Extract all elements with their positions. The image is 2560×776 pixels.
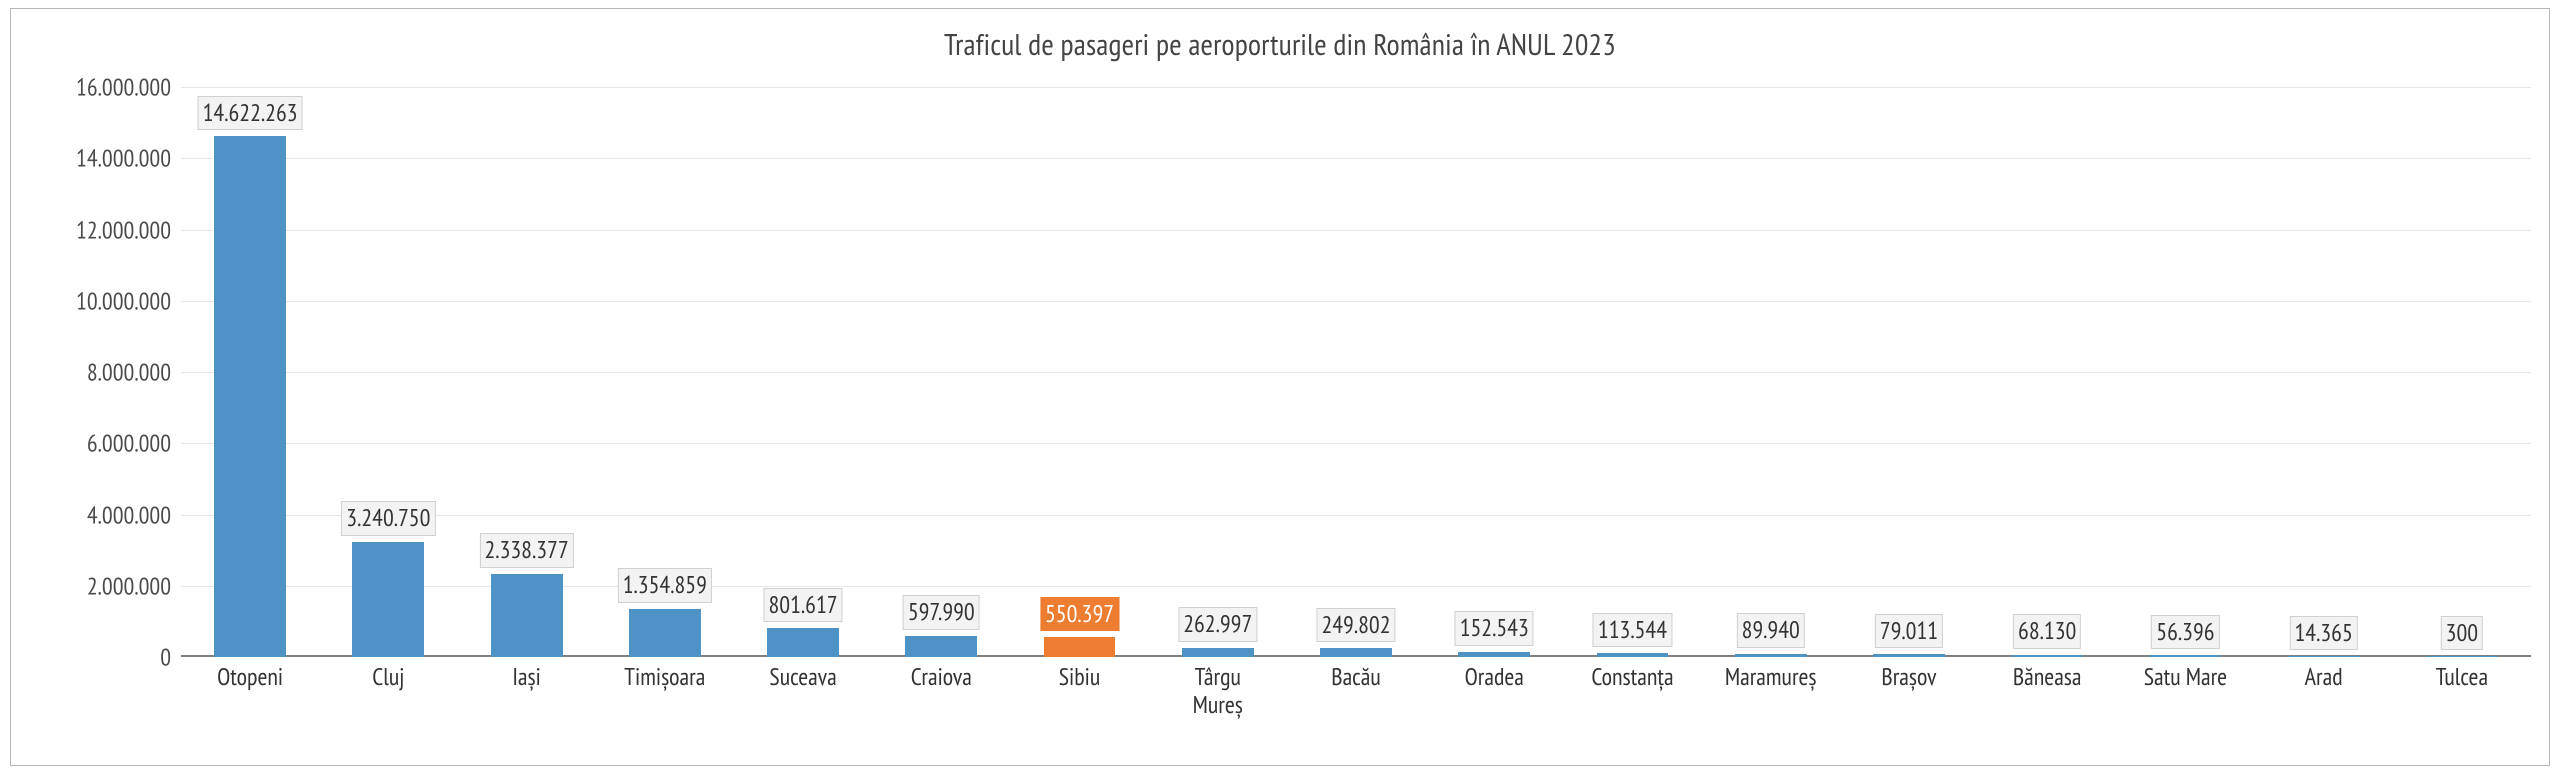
y-tick-label: 16.000.000	[21, 72, 171, 103]
x-tick-label: Târgu Mureș	[1193, 663, 1243, 718]
x-tick-label: Constanța	[1591, 663, 1673, 691]
gridline	[181, 515, 2531, 516]
bar	[767, 628, 839, 657]
x-tick-label: Timișoara	[624, 663, 705, 691]
x-tick-label: Brașov	[1881, 663, 1936, 691]
y-tick-label: 14.000.000	[21, 143, 171, 174]
y-tick-label: 10.000.000	[21, 285, 171, 316]
value-label: 152.543	[1455, 611, 1534, 645]
bar	[1458, 652, 1530, 657]
bar	[1320, 648, 1392, 657]
value-label: 300	[2441, 616, 2483, 650]
bar	[2288, 656, 2360, 657]
bar	[629, 609, 701, 657]
x-tick-label: Tulcea	[2436, 663, 2488, 691]
value-label: 14.622.263	[198, 96, 303, 130]
bar	[2426, 656, 2498, 657]
value-label: 801.617	[764, 588, 843, 622]
plot-area: 14.622.263 3.240.750 2.338.377 1.354.859 801…	[181, 87, 2531, 657]
gridline	[181, 230, 2531, 231]
value-label: 550.397	[1040, 597, 1119, 631]
value-label: 249.802	[1316, 608, 1395, 642]
chart-title: Traficul de pasageri pe aeroporturile di…	[11, 25, 2549, 64]
x-axis-labels: Otopeni Cluj Iași Timișoara Suceava Craiova Si…	[181, 663, 2531, 753]
x-tick-label: Otopeni	[217, 663, 283, 691]
x-tick-label: Maramureș	[1725, 663, 1817, 691]
x-tick-label: Sibiu	[1059, 663, 1101, 691]
bar	[352, 542, 424, 657]
x-tick-label: Oradea	[1465, 663, 1524, 691]
y-tick-label: 2.000.000	[21, 570, 171, 601]
bar	[2011, 655, 2083, 657]
y-tick-label: 6.000.000	[21, 428, 171, 459]
bar	[1044, 637, 1116, 657]
bar	[905, 636, 977, 657]
bar	[491, 574, 563, 657]
gridline	[181, 372, 2531, 373]
value-label: 113.544	[1593, 613, 1672, 647]
gridline	[181, 301, 2531, 302]
bar	[214, 136, 286, 657]
y-tick-label: 12.000.000	[21, 214, 171, 245]
bar	[1182, 648, 1254, 657]
x-tick-label: Băneasa	[2013, 663, 2082, 691]
bar	[1873, 654, 1945, 657]
value-label: 2.338.377	[480, 533, 574, 567]
chart-frame: Traficul de pasageri pe aeroporturile di…	[10, 8, 2550, 766]
value-label: 89.940	[1737, 613, 1805, 647]
bar	[1597, 653, 1669, 657]
value-label: 68.130	[2013, 614, 2081, 648]
value-label: 3.240.750	[341, 501, 435, 535]
value-label: 597.990	[903, 595, 980, 629]
value-label: 79.011	[1875, 614, 1943, 648]
value-label: 1.354.859	[618, 568, 712, 602]
gridline	[181, 87, 2531, 88]
y-tick-label: 4.000.000	[21, 499, 171, 530]
y-tick-label: 0	[21, 642, 171, 673]
value-label: 14.365	[2290, 616, 2358, 650]
y-tick-label: 8.000.000	[21, 357, 171, 388]
x-tick-label: Cluj	[372, 663, 404, 691]
bar	[2149, 655, 2221, 657]
x-tick-label: Craiova	[911, 663, 972, 691]
value-label: 56.396	[2151, 615, 2219, 649]
x-tick-label: Suceava	[769, 663, 836, 691]
gridline	[181, 158, 2531, 159]
x-tick-label: Satu Mare	[2144, 663, 2227, 691]
x-tick-label: Arad	[2305, 663, 2343, 691]
gridline	[181, 443, 2531, 444]
bar	[1735, 654, 1807, 657]
value-label: 262.997	[1178, 607, 1257, 641]
x-tick-label: Bacău	[1331, 663, 1380, 691]
x-tick-label: Iași	[512, 663, 541, 691]
